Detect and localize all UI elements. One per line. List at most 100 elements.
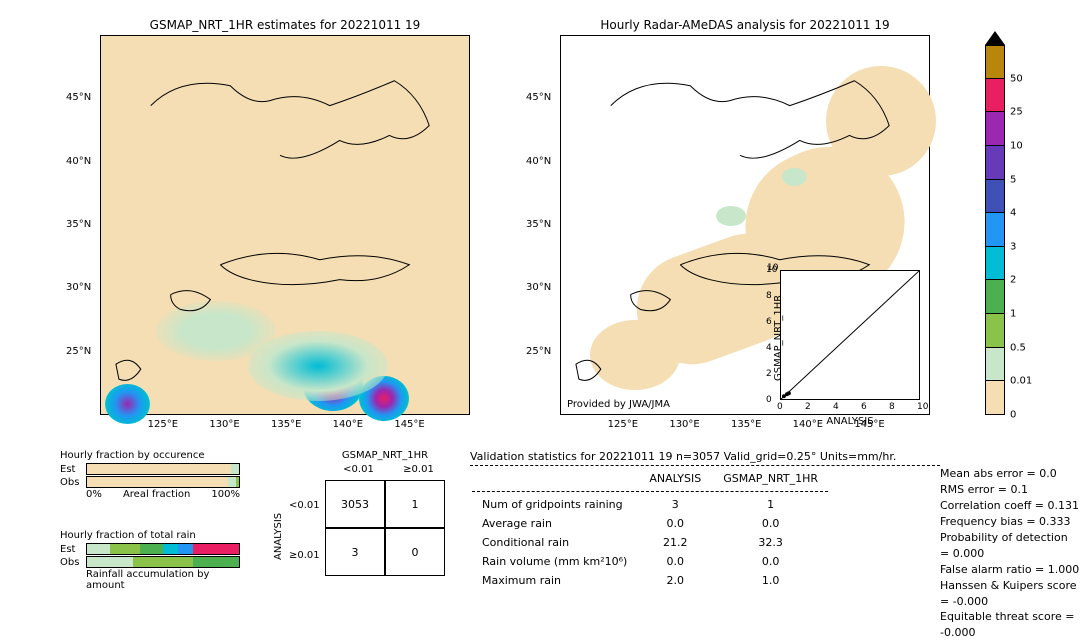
tot-bar-est — [86, 543, 240, 555]
ct-cell-11: 0 — [385, 528, 445, 576]
validation-metric: Correlation coeff = 0.131 — [940, 498, 1080, 514]
ytick: 35°N — [66, 219, 91, 230]
contingency: GSMAP_NRT_1HR <0.01 ≥0.01 ANALYSIS <0.01… — [275, 450, 445, 590]
validation-metric: Mean abs error = 0.0 — [940, 466, 1080, 482]
colorbar-segment — [985, 247, 1005, 281]
bar-segment — [193, 544, 239, 554]
ct-row-title: ANALYSIS — [273, 513, 284, 560]
occ-row-est-label: Est — [60, 464, 82, 475]
vrow-a: 0.0 — [639, 515, 711, 532]
ytick: 40°N — [526, 156, 551, 167]
bar-segment — [87, 464, 231, 474]
bar-segment — [228, 477, 236, 487]
occurrence-title: Hourly fraction by occurence — [60, 450, 240, 461]
map-right-title: Hourly Radar-AMeDAS analysis for 2022101… — [561, 18, 929, 32]
bar-segment — [110, 544, 140, 554]
xtick: 125°E — [148, 419, 178, 430]
bar-segment — [236, 477, 239, 487]
scatter-ytick: 4 — [766, 343, 772, 353]
map-left-title: GSMAP_NRT_1HR estimates for 20221011 19 — [101, 18, 469, 32]
ytick: 25°N — [526, 346, 551, 357]
xtick: 135°E — [271, 419, 301, 430]
ct-cell-10: 3 — [325, 528, 385, 576]
bar-segment — [193, 557, 239, 567]
ct-col0: <0.01 — [331, 464, 386, 475]
colorbar-segment — [985, 314, 1005, 348]
totalrain-footer: Rainfall accumulation by amount — [86, 569, 240, 591]
map-credit: Provided by JWA/JMA — [567, 399, 670, 410]
vcol-gsmap: GSMAP_NRT_1HR — [713, 470, 828, 487]
occ-xlabel-mid: Areal fraction — [123, 489, 190, 500]
scatter-xlabel: ANALYSIS — [781, 416, 919, 427]
coastline-left — [101, 36, 469, 414]
colorbar-segment — [985, 146, 1005, 180]
colorbar-segment — [985, 45, 1005, 79]
xtick: 135°E — [731, 419, 761, 430]
ytick: 35°N — [526, 219, 551, 230]
validation-row: Maximum rain2.01.0 — [472, 572, 828, 589]
vrow-b: 1.0 — [713, 572, 828, 589]
vcol-analysis: ANALYSIS — [639, 470, 711, 487]
tot-row-est-label: Est — [60, 544, 82, 555]
occ-xlabel-left: 0% — [86, 489, 102, 500]
validation-stats: Validation statistics for 20221011 19 n=… — [470, 450, 940, 591]
xtick: 130°E — [209, 419, 239, 430]
scatter-xtick: 8 — [889, 402, 895, 412]
colorbar-segment — [985, 180, 1005, 214]
bar-segment — [133, 557, 194, 567]
ct-col-title: GSMAP_NRT_1HR — [325, 450, 445, 461]
vrow-a: 0.0 — [639, 553, 711, 570]
totalrain-chart: Hourly fraction of total rain Est Obs Ra… — [60, 530, 240, 591]
vrow-label: Conditional rain — [472, 534, 637, 551]
scatter-xtick: 4 — [833, 402, 839, 412]
scatter-ytick: 2 — [766, 369, 772, 379]
ytick: 25°N — [66, 346, 91, 357]
colorbar-tick: 0 — [1010, 410, 1016, 421]
validation-row: Conditional rain21.232.3 — [472, 534, 828, 551]
vrow-label: Rain volume (mm km²10⁶) — [472, 553, 637, 570]
validation-table: ANALYSIS GSMAP_NRT_1HR Num of gridpoints… — [470, 468, 830, 591]
scatter-xtick: 2 — [805, 402, 811, 412]
validation-metric: Equitable threat score = -0.000 — [940, 609, 1080, 641]
scatter-ytick: 0 — [766, 395, 772, 405]
totalrain-title: Hourly fraction of total rain — [60, 530, 240, 541]
occ-bar-est — [86, 463, 240, 475]
validation-row: Average rain0.00.0 — [472, 515, 828, 532]
ct-cell-01: 1 — [385, 480, 445, 528]
validation-row: Rain volume (mm km²10⁶)0.00.0 — [472, 553, 828, 570]
scatter-xtick: 6 — [861, 402, 867, 412]
vrow-b: 32.3 — [713, 534, 828, 551]
bar-segment — [87, 477, 228, 487]
colorbar-segment — [985, 213, 1005, 247]
scatter-svg — [781, 271, 919, 399]
bar-segment — [140, 544, 163, 554]
vrow-a: 2.0 — [639, 572, 711, 589]
scatter-ytick: 6 — [766, 317, 772, 327]
vrow-label: Num of gridpoints raining — [472, 496, 637, 513]
validation-header: Validation statistics for 20221011 19 n=… — [470, 450, 940, 463]
colorbar-tick: 5 — [1010, 174, 1016, 185]
xtick: 140°E — [333, 419, 363, 430]
colorbar-tick: 2 — [1010, 275, 1016, 286]
vrow-label: Average rain — [472, 515, 637, 532]
ct-cell-00: 3053 — [325, 480, 385, 528]
colorbar-segment — [985, 79, 1005, 113]
colorbar-segment — [985, 112, 1005, 146]
ytick: 40°N — [66, 156, 91, 167]
vrow-a: 3 — [639, 496, 711, 513]
scatter-ytick: 8 — [766, 291, 772, 301]
validation-row: Num of gridpoints raining31 — [472, 496, 828, 513]
scatter-ytick: 10 — [766, 265, 777, 275]
bar-segment — [178, 544, 193, 554]
ytick: 45°N — [66, 92, 91, 103]
divider — [472, 491, 828, 492]
ct-row0: <0.01 — [289, 500, 320, 511]
vrow-b: 0.0 — [713, 553, 828, 570]
occurrence-chart: Hourly fraction by occurence Est Obs 0% … — [60, 450, 240, 500]
occ-bar-obs — [86, 476, 240, 488]
ct-col1: ≥0.01 — [391, 464, 446, 475]
vrow-b: 0.0 — [713, 515, 828, 532]
colorbar-segment — [985, 348, 1005, 382]
divider — [470, 465, 940, 466]
colorbar-top-arrow — [985, 31, 1005, 45]
